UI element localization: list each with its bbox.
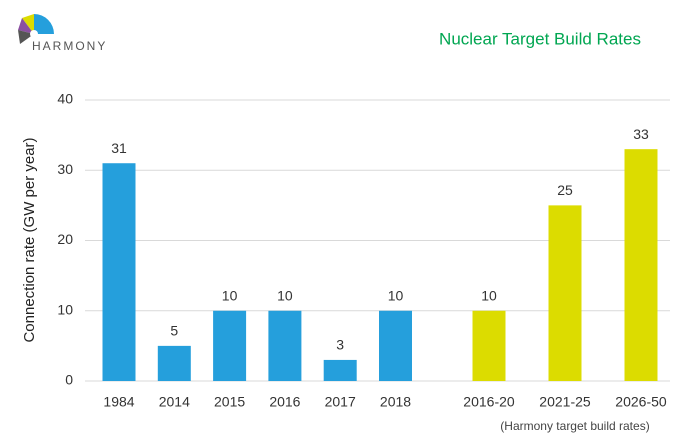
data-label: 3 [336, 337, 344, 353]
bar [624, 149, 658, 381]
x-tick-label: 1984 [103, 394, 134, 410]
logo-text: HARMONY [32, 39, 107, 53]
data-label: 10 [222, 287, 238, 303]
bar [548, 205, 582, 381]
data-label: 10 [481, 287, 497, 303]
data-label: 10 [277, 287, 293, 303]
y-tick-label: 10 [57, 301, 73, 317]
x-tick-label: 2021-25 [539, 394, 591, 410]
chart-title: Nuclear Target Build Rates [439, 29, 641, 48]
bar [379, 310, 412, 381]
x-tick-label: 2016 [269, 394, 300, 410]
data-label: 33 [633, 126, 649, 142]
bar [268, 310, 302, 381]
y-tick-label: 20 [57, 231, 73, 247]
logo-icon [18, 14, 54, 44]
x-tick-label: 2016-20 [463, 394, 515, 410]
y-tick-label: 30 [57, 161, 73, 177]
bar [323, 359, 357, 381]
bar [157, 345, 191, 381]
x-tick-label: 2026-50 [615, 394, 667, 410]
annotation: (Harmony target build rates) [500, 419, 649, 433]
data-label: 25 [557, 182, 573, 198]
y-tick-label: 40 [57, 91, 73, 107]
data-label: 10 [388, 287, 404, 303]
data-label: 5 [170, 323, 178, 339]
bar [472, 310, 506, 381]
bar [102, 163, 136, 381]
y-axis-label: Connection rate (GW per year) [21, 137, 38, 342]
x-tick-label: 2018 [380, 394, 411, 410]
x-tick-label: 2015 [214, 394, 245, 410]
y-tick-label: 0 [65, 372, 73, 388]
x-tick-label: 2014 [159, 394, 190, 410]
x-tick-label: 2017 [325, 394, 356, 410]
bar [213, 310, 247, 381]
data-label: 31 [111, 140, 127, 156]
